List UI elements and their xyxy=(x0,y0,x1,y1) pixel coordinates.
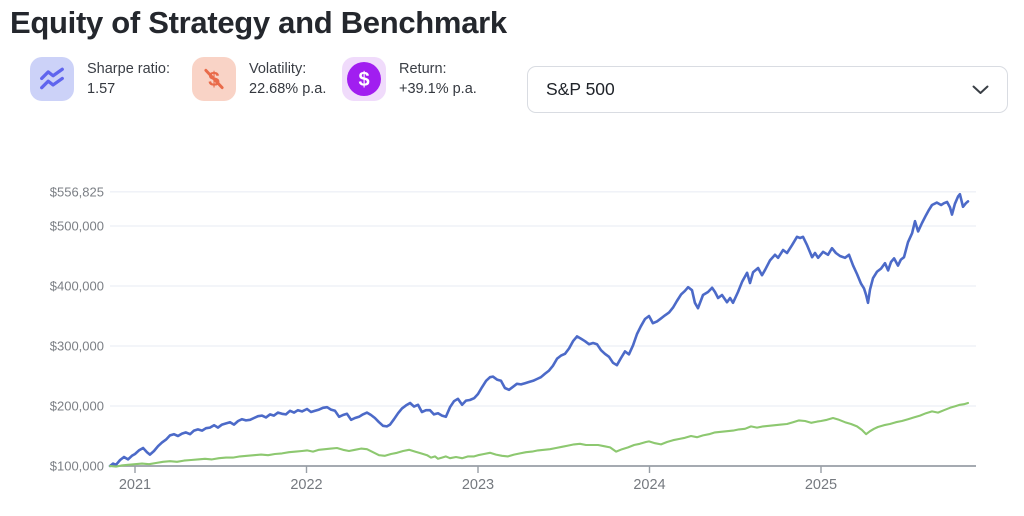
sharpe-value: 1.57 xyxy=(87,81,116,97)
x-axis-label: 2022 xyxy=(290,477,322,493)
chevron-down-icon xyxy=(972,85,989,95)
waves-icon xyxy=(30,57,74,101)
page-title: Equity of Strategy and Benchmark xyxy=(10,5,507,40)
y-axis-label: $400,000 xyxy=(50,279,104,294)
benchmark-select-value: S&P 500 xyxy=(546,79,615,99)
y-axis-label: $556,825 xyxy=(50,184,104,199)
x-axis-label: 2021 xyxy=(119,477,151,493)
stat-return: $ Return: +39.1% p.a. xyxy=(342,57,477,101)
stat-sharpe-ratio: Sharpe ratio: 1.57 xyxy=(30,57,170,101)
equity-chart-svg[interactable]: $556,825 $500,000 $400,000 $300,000 $200,000… xyxy=(0,150,1024,511)
volatility-label: Volatility: xyxy=(249,61,307,77)
volatility-value: 22.68% p.a. xyxy=(249,81,327,97)
sharpe-label: Sharpe ratio: xyxy=(87,61,171,77)
benchmark-select[interactable]: S&P 500 xyxy=(527,66,1008,113)
x-axis-label: 2024 xyxy=(633,477,665,493)
y-axis-label: $300,000 xyxy=(50,339,104,354)
return-label: Return: xyxy=(399,61,447,77)
svg-text:$: $ xyxy=(358,69,369,91)
benchmark-line xyxy=(108,401,970,468)
y-axis-label: $100,000 xyxy=(50,459,104,474)
y-axis-label: $500,000 xyxy=(50,219,104,234)
x-axis-label: 2025 xyxy=(805,477,837,493)
dollar-slash-icon: $ xyxy=(192,57,236,101)
dollar-circle-icon: $ xyxy=(342,57,386,101)
strategy-line xyxy=(108,192,970,468)
equity-chart[interactable]: $556,825 $500,000 $400,000 $300,000 $200,000… xyxy=(0,150,1024,511)
return-value: +39.1% p.a. xyxy=(399,81,477,97)
x-axis-label: 2023 xyxy=(462,477,494,493)
y-axis-label: $200,000 xyxy=(50,399,104,414)
stat-volatility: $ Volatility: 22.68% p.a. xyxy=(192,57,326,101)
